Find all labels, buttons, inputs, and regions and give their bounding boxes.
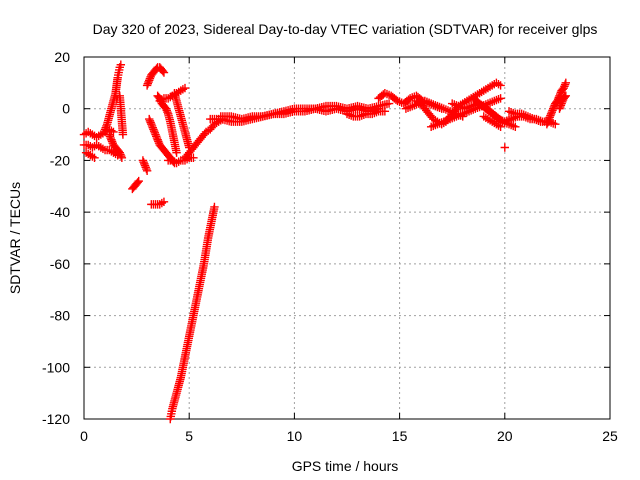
x-tick-label: 10: [287, 428, 303, 444]
series-arc-3h-to-4h: [153, 91, 181, 157]
data-point: [536, 117, 545, 126]
series-arc-big-descent: [166, 202, 219, 424]
data-point: [118, 130, 128, 139]
series-arc-early-rise: [100, 60, 126, 134]
data-point: [384, 99, 394, 108]
data-point: [109, 127, 118, 137]
plot-border: [83, 56, 611, 420]
data-point: [380, 107, 390, 116]
y-tick-label: -80: [50, 308, 70, 324]
grid: [84, 57, 610, 419]
x-tick-label: 5: [185, 428, 193, 444]
data-point: [189, 153, 198, 163]
data-point: [560, 92, 569, 102]
data-points: [79, 60, 571, 424]
data-point: [180, 83, 190, 93]
x-tick-label: 25: [602, 428, 618, 444]
data-point: [511, 122, 520, 132]
data-point: [496, 94, 505, 103]
x-tick-label: 0: [80, 428, 88, 444]
data-point: [561, 78, 571, 88]
data-point: [134, 176, 143, 186]
data-point: [500, 143, 509, 152]
data-point: [116, 60, 126, 69]
data-point: [159, 197, 169, 206]
data-point: [142, 166, 152, 175]
x-tick-label: 20: [497, 428, 513, 444]
data-point: [133, 178, 142, 187]
data-point: [496, 122, 505, 132]
y-axis-title: SDTVAR / TECUs: [7, 182, 23, 294]
axis-ticks: 0 5 10 15 20 25 -120 -100 -80 -60 -40 -20 0 20: [42, 49, 618, 444]
data-point: [496, 81, 505, 90]
series-arc-dip-3h: [138, 156, 152, 175]
y-tick-label: -40: [50, 204, 70, 220]
series-arc-dip-2h: [128, 176, 143, 194]
series-arc-late-19h-b: [479, 112, 505, 132]
series-arc-early-left-b: [79, 140, 122, 160]
series-arc-mid-day-c: [342, 107, 390, 121]
series-arc-early-drop: [115, 91, 128, 139]
y-tick-label: -100: [42, 359, 70, 375]
series-arc-early-left-c: [81, 148, 99, 163]
series-arc-late-20h-b: [504, 107, 545, 126]
chart-title: Day 320 of 2023, Sidereal Day-to-day VTE…: [93, 21, 598, 37]
series-arc-early-fall: [105, 130, 127, 163]
y-tick-label: 20: [54, 49, 70, 65]
series-arc-dip-3h-low: [147, 197, 169, 209]
data-point: [166, 414, 175, 424]
series-arc-4h-swing: [170, 89, 194, 152]
y-tick-label: -120: [42, 411, 70, 427]
y-tick-label: -60: [50, 256, 70, 272]
data-point: [158, 67, 168, 76]
series-arc-3h-high: [142, 63, 169, 90]
x-tick-label: 15: [392, 428, 408, 444]
y-tick-label: -20: [50, 152, 70, 168]
y-tick-label: 0: [62, 101, 70, 117]
data-point: [90, 153, 99, 163]
data-point: [551, 120, 560, 129]
data-point: [117, 153, 127, 163]
x-axis-title: GPS time / hours: [292, 458, 399, 474]
data-point: [159, 68, 169, 77]
data-point: [172, 148, 181, 157]
data-point: [561, 91, 571, 100]
series-point-20h-dip: [500, 143, 509, 152]
series-arc-late-15h: [374, 89, 446, 113]
series-arc-late-22h-b: [555, 91, 571, 113]
plot-frame: [83, 56, 611, 420]
